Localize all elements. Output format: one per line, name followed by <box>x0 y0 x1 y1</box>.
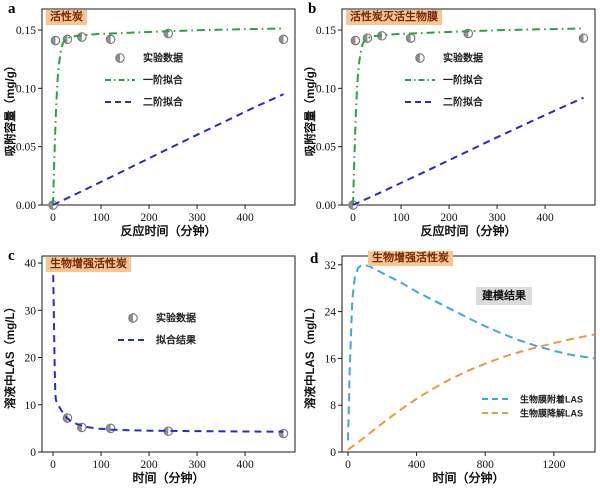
y-axis: 0.00 0.05 0.10 0.15 <box>316 25 342 212</box>
series-一阶拟合 <box>52 27 284 206</box>
chart-bioenhanced-carbon-model: 0 400 800 1200 0 8 16 24 32 生物膜附着LAS 生物膜降解LAS <box>325 255 596 471</box>
svg-text:24: 24 <box>325 307 337 319</box>
svg-text:0.15: 0.15 <box>16 25 36 37</box>
x-axis: 0 100 200 300 400 <box>350 205 554 224</box>
svg-text:0: 0 <box>350 212 356 224</box>
series-拟合结果 <box>52 263 284 433</box>
x-axis-label: 反应时间（分钟） <box>420 224 517 238</box>
series-二阶拟合 <box>52 93 284 206</box>
svg-text:二阶拟合: 二阶拟合 <box>143 96 184 109</box>
svg-text:一阶拟合: 一阶拟合 <box>143 74 184 87</box>
svg-text:0: 0 <box>330 447 336 459</box>
series-二阶拟合 <box>352 96 584 206</box>
y-axis-label: 溶液中LAS（mg/L） <box>5 301 17 409</box>
svg-text:200: 200 <box>440 212 458 224</box>
svg-text:实验数据: 实验数据 <box>156 312 196 325</box>
series-一阶拟合 <box>352 27 584 206</box>
svg-text:100: 100 <box>92 212 110 224</box>
svg-text:30: 30 <box>25 305 37 317</box>
y-axis-label: 吸附容量（mg/g） <box>305 59 317 157</box>
panel-title-badge: 活性炭 <box>46 10 87 25</box>
svg-text:实验数据: 实验数据 <box>443 52 483 65</box>
x-axis: 0 100 200 300 400 <box>50 452 254 471</box>
chart-activated-carbon: 0 100 200 300 400 0.00 0.05 0.10 0.15 实验数据一阶拟合二阶拟… <box>16 8 296 224</box>
panel-title-badge: 生物增强活性炭 <box>368 251 453 266</box>
panel-title-badge: 生物增强活性炭 <box>46 257 131 272</box>
x-axis: 0 400 800 1200 <box>345 452 566 471</box>
svg-text:200: 200 <box>140 459 158 471</box>
svg-text:0.00: 0.00 <box>316 200 336 212</box>
svg-text:100: 100 <box>392 212 410 224</box>
series-实验数据 <box>348 28 589 210</box>
series-生物膜附着LAS <box>347 263 596 441</box>
x-axis-label: 反应时间（分钟） <box>120 224 217 238</box>
y-axis: 0.00 0.05 0.10 0.15 <box>16 25 42 212</box>
svg-text:20: 20 <box>25 353 37 365</box>
svg-text:1200: 1200 <box>542 459 565 471</box>
panel-d: 0 400 800 1200 0 8 16 24 32 生物膜附着LAS 生物膜降解LAS d 生物… <box>300 247 600 493</box>
svg-text:200: 200 <box>140 212 158 224</box>
x-axis-label: 时间（分钟） <box>132 471 205 485</box>
svg-text:实验数据: 实验数据 <box>143 52 183 65</box>
x-axis-label: 时间（分钟） <box>432 471 505 485</box>
svg-text:0.00: 0.00 <box>16 200 36 212</box>
chart-carbon-inactivated-biofilm: 0 100 200 300 400 0.00 0.05 0.10 0.15 实验数据一阶拟合二阶拟… <box>316 8 596 224</box>
svg-text:400: 400 <box>536 212 554 224</box>
svg-text:0: 0 <box>30 447 36 459</box>
y-axis-label: 吸附容量（mg/g） <box>5 59 17 157</box>
svg-text:生物膜附着LAS: 生物膜附着LAS <box>520 394 583 405</box>
svg-text:400: 400 <box>236 212 254 224</box>
panel-c: 0 100 200 300 400 0 10 20 30 40 实验数据 拟合结果 c 生物增强活性炭… <box>0 247 300 493</box>
svg-text:400: 400 <box>408 459 426 471</box>
svg-text:二阶拟合: 二阶拟合 <box>443 96 484 109</box>
svg-text:0.10: 0.10 <box>316 83 336 95</box>
svg-text:0: 0 <box>50 212 56 224</box>
series-实验数据 <box>48 260 289 439</box>
svg-text:0: 0 <box>345 459 351 471</box>
panel-title-badge: 活性炭灭活生物膜 <box>346 10 442 25</box>
plot-frame <box>41 255 296 453</box>
panel-a: 0 100 200 300 400 0.00 0.05 0.10 0.15 实验数据一阶拟合二阶拟… <box>0 0 300 246</box>
svg-text:生物膜降解LAS: 生物膜降解LAS <box>520 408 583 419</box>
y-axis: 0 10 20 30 40 <box>25 258 42 459</box>
plot-frame <box>41 8 296 206</box>
svg-text:40: 40 <box>25 258 37 270</box>
svg-text:100: 100 <box>92 459 110 471</box>
panel-letter: d <box>310 251 319 267</box>
svg-text:0.05: 0.05 <box>316 142 336 154</box>
svg-text:一阶拟合: 一阶拟合 <box>443 74 484 87</box>
svg-text:0.05: 0.05 <box>16 142 36 154</box>
svg-text:0: 0 <box>50 459 56 471</box>
panel-letter: b <box>308 1 317 17</box>
series-生物膜降解LAS <box>347 333 596 451</box>
panel-letter: c <box>8 248 15 264</box>
legend: 生物膜附着LAS 生物膜降解LAS <box>482 394 583 419</box>
panel-b: 0 100 200 300 400 0.00 0.05 0.10 0.15 实验数据一阶拟合二阶拟… <box>300 0 600 246</box>
svg-text:400: 400 <box>236 459 254 471</box>
y-axis: 0 8 16 24 32 <box>325 260 342 459</box>
panel-letter: a <box>8 1 16 17</box>
x-axis: 0 100 200 300 400 <box>50 205 254 224</box>
svg-text:0.15: 0.15 <box>316 25 336 37</box>
svg-text:800: 800 <box>477 459 495 471</box>
plot-frame <box>341 8 596 206</box>
svg-text:16: 16 <box>325 353 337 365</box>
svg-text:300: 300 <box>188 212 206 224</box>
plot-frame <box>341 255 596 453</box>
svg-text:拟合结果: 拟合结果 <box>156 334 197 347</box>
svg-text:300: 300 <box>488 212 506 224</box>
svg-text:300: 300 <box>188 459 206 471</box>
svg-text:0.10: 0.10 <box>16 83 36 95</box>
svg-text:10: 10 <box>25 400 37 412</box>
y-axis-label: 溶液中LAS（mg/L） <box>305 301 317 409</box>
svg-text:32: 32 <box>325 260 337 272</box>
model-result-badge: 建模结果 <box>476 287 532 305</box>
svg-text:8: 8 <box>330 400 336 412</box>
